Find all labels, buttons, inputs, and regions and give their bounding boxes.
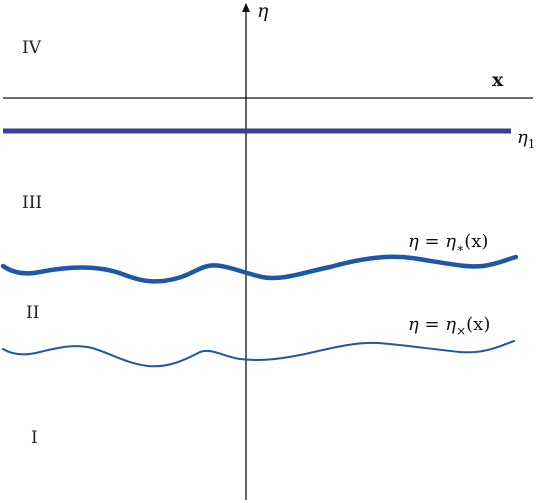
region-iv-label: IV bbox=[22, 38, 42, 58]
curve-eta-star bbox=[0, 254, 519, 284]
eta1-label: η1 bbox=[517, 127, 535, 151]
x-axis-label: x bbox=[492, 69, 504, 91]
region-ii-label: II bbox=[26, 303, 39, 323]
eta-axis-label: η bbox=[257, 0, 269, 22]
region-iii-label: III bbox=[22, 193, 42, 213]
curve-eta-cross-label: η = η×(x) bbox=[408, 314, 490, 338]
curve-eta-star-label: η = η∗(x) bbox=[408, 231, 488, 255]
curve-eta-cross bbox=[2, 340, 515, 368]
region-i-label: I bbox=[31, 428, 38, 448]
